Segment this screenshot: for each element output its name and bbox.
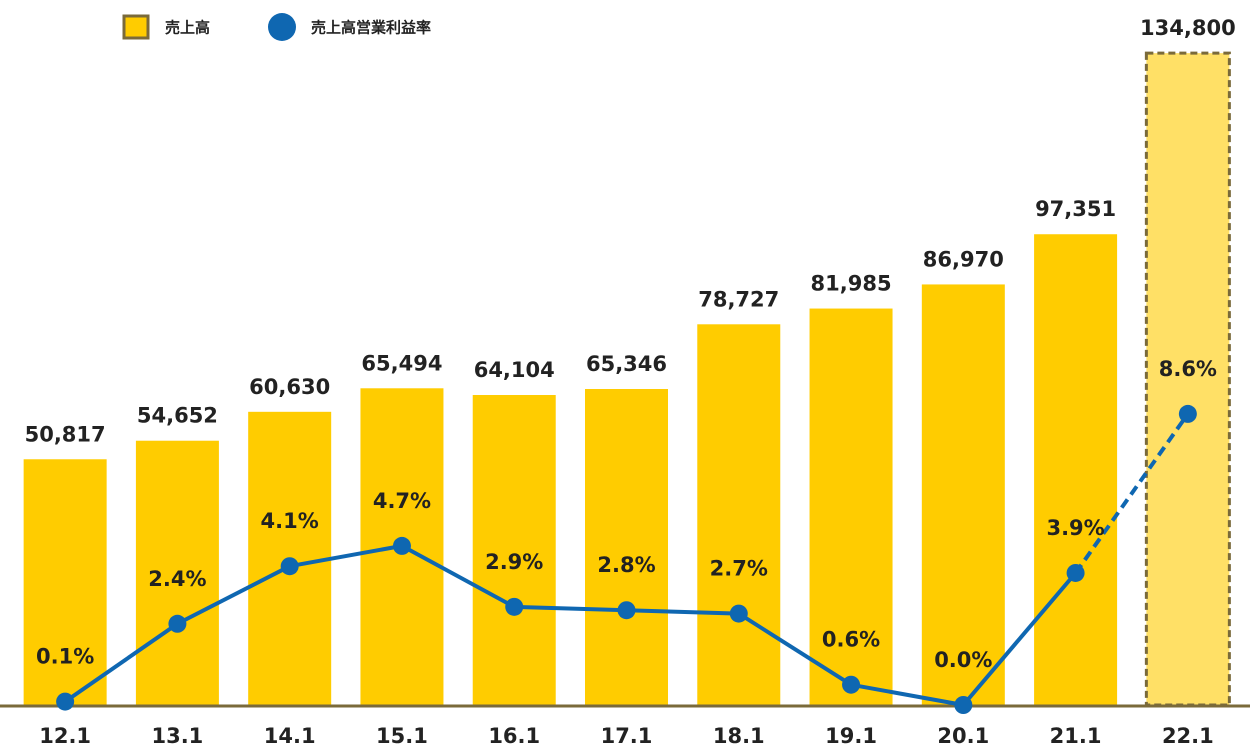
line-value-label: 0.0% xyxy=(934,648,992,672)
legend-label: 売上高営業利益率 xyxy=(311,19,431,37)
line-point xyxy=(1178,404,1197,423)
x-tick-label: 17.1 xyxy=(601,724,653,748)
line-segment xyxy=(176,564,291,626)
line-value-label: 3.9% xyxy=(1046,516,1104,540)
bar xyxy=(921,284,1005,705)
bar-value-label: 65,346 xyxy=(586,352,667,376)
x-tick-label: 12.1 xyxy=(39,724,91,748)
line-segment xyxy=(850,682,964,707)
bar xyxy=(809,308,893,705)
line-segment xyxy=(289,543,403,569)
x-tick-label: 20.1 xyxy=(937,724,989,748)
line-point xyxy=(729,604,748,623)
line-segment xyxy=(1073,412,1190,575)
x-tick-label: 15.1 xyxy=(376,724,428,748)
line-segment xyxy=(63,622,179,704)
bar-value-label: 78,727 xyxy=(698,287,779,311)
x-tick-label: 16.1 xyxy=(488,724,540,748)
x-tick-label: 13.1 xyxy=(151,724,203,748)
x-tick-label: 21.1 xyxy=(1050,724,1102,748)
x-tick-label: 22.1 xyxy=(1162,724,1214,748)
bar-value-label: 81,985 xyxy=(811,272,892,296)
line-point xyxy=(954,696,973,714)
line-value-label: 0.6% xyxy=(822,628,880,652)
line-point xyxy=(617,601,636,620)
bar-value-label: 86,970 xyxy=(923,247,1004,271)
legend-swatch xyxy=(122,14,150,40)
line-point xyxy=(392,536,411,555)
line-point xyxy=(505,597,524,616)
line-point xyxy=(842,675,861,694)
line-segment xyxy=(737,611,853,687)
legend-label: 売上高 xyxy=(165,19,210,37)
bar xyxy=(1034,234,1118,705)
line-point xyxy=(168,614,187,633)
line-value-label: 2.7% xyxy=(710,557,768,581)
bar-value-label: 60,630 xyxy=(249,375,330,399)
line-point xyxy=(1066,563,1085,582)
bar xyxy=(585,389,668,705)
bar-value-label: 64,104 xyxy=(474,358,555,382)
line-value-label: 4.1% xyxy=(261,509,319,533)
bar xyxy=(472,395,556,705)
line-value-label: 2.4% xyxy=(148,567,206,591)
x-tick-label: 19.1 xyxy=(825,724,877,748)
bar-value-label: 54,652 xyxy=(137,404,218,428)
line-segment xyxy=(401,544,516,609)
line-value-label: 0.1% xyxy=(36,645,94,669)
x-tick-label: 18.1 xyxy=(713,724,765,748)
bar xyxy=(135,440,219,705)
bar-value-label: 97,351 xyxy=(1035,197,1116,221)
bar-value-label: 134,800 xyxy=(1140,16,1236,40)
line-segment xyxy=(961,571,1078,707)
line-value-label: 2.8% xyxy=(597,553,655,577)
line-point xyxy=(56,692,75,711)
legend-swatch xyxy=(268,13,296,41)
line-segment xyxy=(626,608,739,616)
line-segment xyxy=(514,604,627,613)
line-value-label: 2.9% xyxy=(485,550,543,574)
line-point xyxy=(280,557,299,576)
x-tick-label: 14.1 xyxy=(264,724,316,748)
line-value-label: 4.7% xyxy=(373,489,431,513)
bar-value-label: 65,494 xyxy=(361,351,442,375)
bar xyxy=(23,459,107,705)
line-value-label: 8.6% xyxy=(1159,357,1217,381)
bar-value-label: 50,817 xyxy=(25,422,106,446)
bar xyxy=(697,324,781,705)
